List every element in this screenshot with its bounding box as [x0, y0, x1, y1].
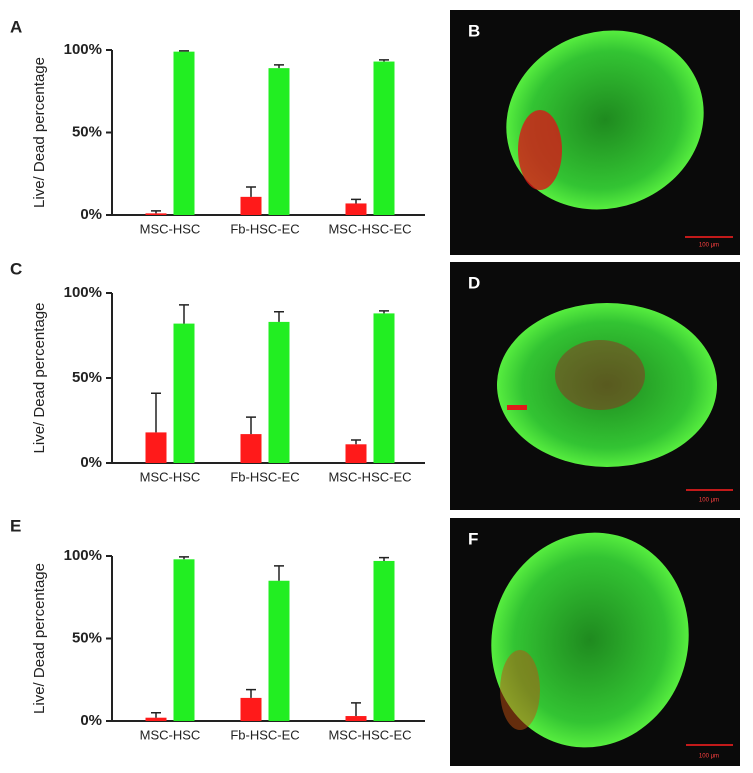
bar: [373, 313, 395, 463]
bar: [268, 580, 290, 721]
y-tick-label: 100%: [64, 41, 102, 58]
error-bar: [379, 556, 389, 561]
error-bar: [379, 310, 389, 314]
bar: [240, 196, 262, 215]
bar: [373, 560, 395, 721]
error-bar: [351, 702, 361, 717]
scale-bar-label: 100 μm: [699, 754, 719, 760]
x-tick-label: MSC-HSC-EC: [328, 727, 411, 742]
error-bar: [351, 439, 361, 445]
scale-bar-label: 100 μm: [699, 243, 719, 249]
y-tick-label: 0%: [80, 712, 102, 729]
y-tick-label: 50%: [72, 123, 102, 140]
x-tick-label: Fb-HSC-EC: [230, 221, 299, 236]
y-tick-label: 50%: [72, 629, 102, 646]
bar: [268, 321, 290, 463]
bar: [345, 716, 367, 721]
y-axis-label: Live/ Dead percentage: [31, 303, 48, 454]
panel-label: D: [468, 273, 480, 292]
x-tick-label: MSC-HSC: [140, 727, 201, 742]
bar: [145, 717, 167, 721]
x-tick-label: MSC-HSC: [140, 221, 201, 236]
bar: [373, 61, 395, 215]
y-tick-label: 0%: [80, 454, 102, 471]
micrograph: [450, 262, 740, 510]
y-axis-label: Live/ Dead percentage: [31, 563, 48, 714]
bar: [345, 444, 367, 463]
panel-label: B: [468, 21, 480, 40]
x-tick-label: MSC-HSC-EC: [328, 469, 411, 484]
panel-label: F: [468, 529, 478, 548]
error-bar: [151, 392, 161, 433]
error-bar: [246, 416, 256, 435]
error-bar: [179, 50, 189, 52]
x-tick-label: MSC-HSC-EC: [328, 221, 411, 236]
error-bar: [179, 556, 189, 560]
bar: [240, 434, 262, 463]
error-bar: [179, 304, 189, 324]
bar: [268, 68, 290, 216]
y-tick-label: 0%: [80, 206, 102, 223]
bar: [173, 323, 195, 463]
error-bar: [274, 64, 284, 69]
error-bar: [246, 688, 256, 698]
error-bar: [274, 310, 284, 322]
x-tick-label: Fb-HSC-EC: [230, 469, 299, 484]
error-bar: [151, 210, 161, 214]
bar: [145, 213, 167, 215]
bar: [145, 432, 167, 463]
error-bar: [351, 198, 361, 204]
y-tick-label: 50%: [72, 369, 102, 386]
error-bar: [246, 186, 256, 197]
micrograph: [450, 518, 740, 766]
bar: [345, 203, 367, 215]
error-bar: [274, 565, 284, 581]
panel-label: A: [10, 17, 22, 36]
panel-label: E: [10, 516, 21, 535]
panel-label: C: [10, 259, 22, 278]
bar: [173, 51, 195, 216]
y-axis-label: Live/ Dead percentage: [31, 57, 48, 208]
micrograph: [450, 10, 740, 255]
x-tick-label: MSC-HSC: [140, 469, 201, 484]
x-tick-label: Fb-HSC-EC: [230, 727, 299, 742]
error-bar: [151, 712, 161, 718]
bar: [240, 697, 262, 721]
y-tick-label: 100%: [64, 547, 102, 564]
scale-bar-label: 100 μm: [699, 498, 719, 504]
error-bar: [379, 59, 389, 62]
bar: [173, 559, 195, 721]
y-tick-label: 100%: [64, 284, 102, 301]
